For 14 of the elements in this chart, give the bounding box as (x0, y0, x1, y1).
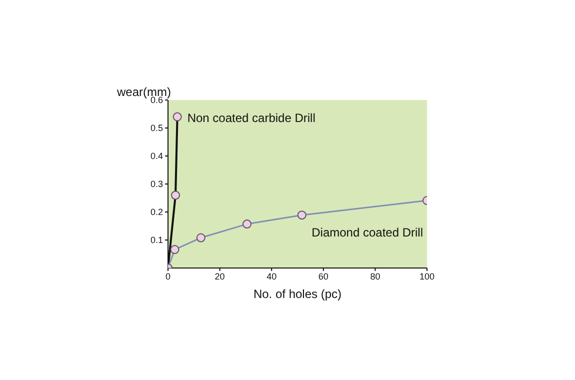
y-tick-label: 0.4 (150, 151, 163, 162)
x-axis-title: No. of holes (pc) (253, 287, 342, 301)
y-tick-label: 0.2 (150, 207, 163, 218)
y-tick-label: 0.1 (150, 235, 163, 246)
x-tick-label: 80 (370, 271, 380, 282)
y-tick-label: 0.5 (150, 123, 163, 134)
x-tick-label: 100 (419, 271, 435, 282)
x-tick-label: 0 (165, 271, 171, 282)
y-tick-label: 0.3 (150, 179, 163, 190)
x-tick-label: 40 (266, 271, 277, 282)
x-tick-label: 20 (214, 271, 225, 282)
x-tick-label: 60 (318, 271, 328, 282)
series-label: Non coated carbide Drill (187, 110, 316, 125)
series-label: Diamond coated Drill (312, 226, 423, 240)
